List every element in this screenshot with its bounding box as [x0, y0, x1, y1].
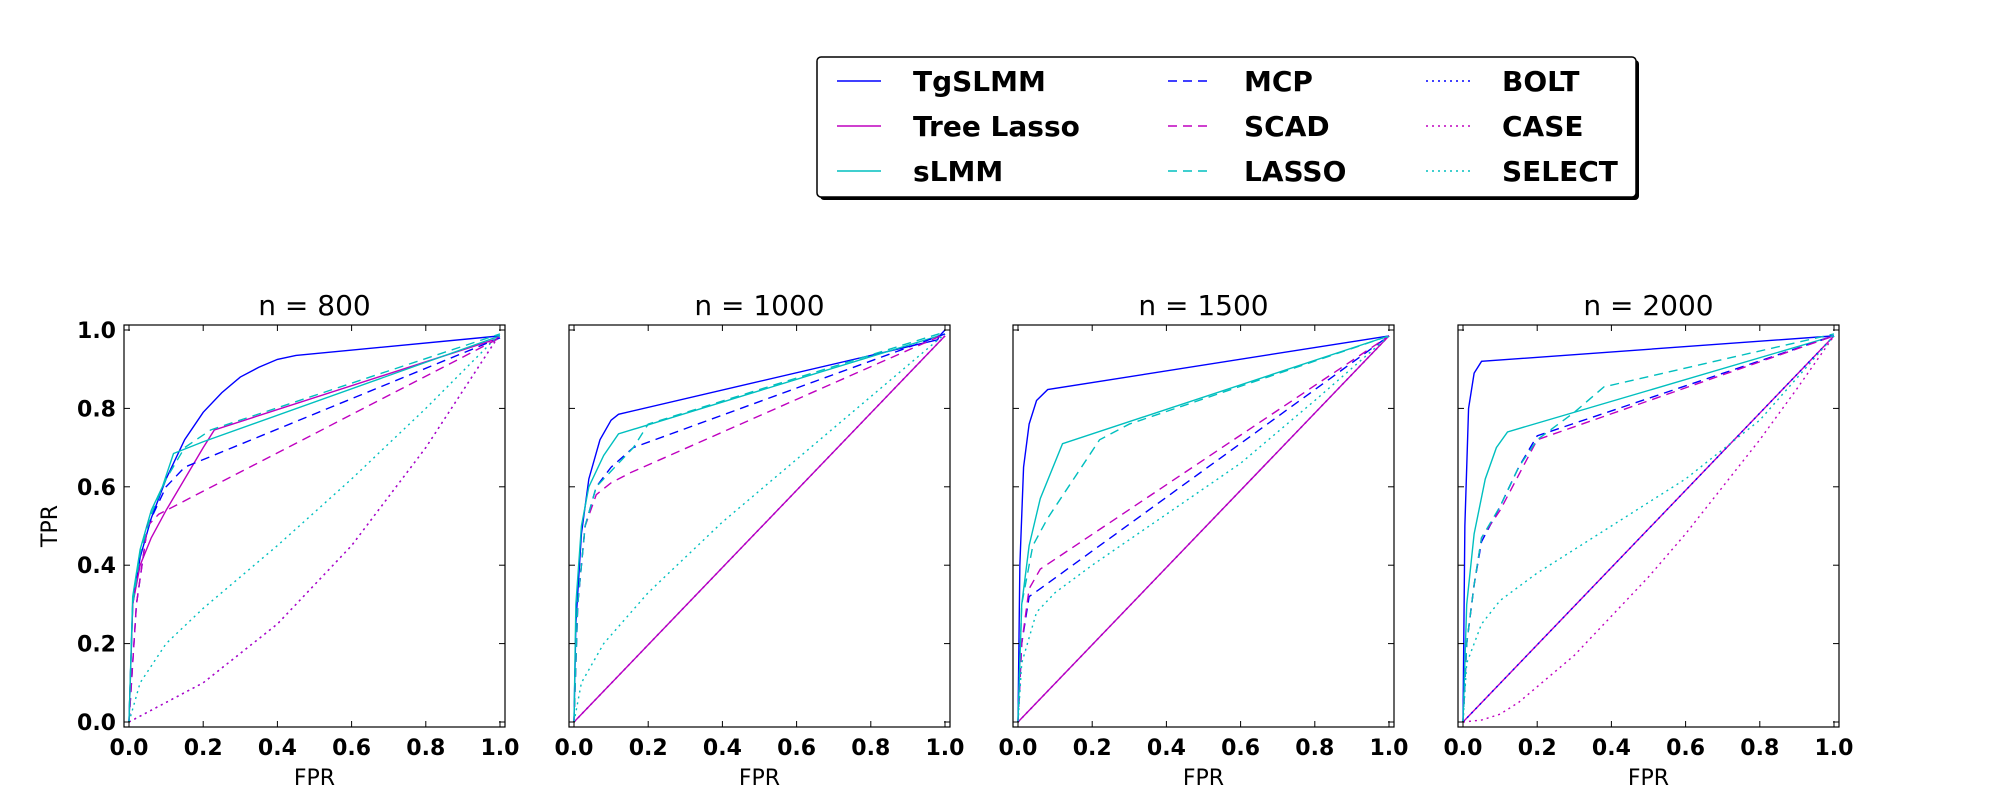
series-group	[1017, 335, 1390, 723]
x-tick-label: 0.8	[406, 736, 445, 761]
y-tick-label: 0.4	[77, 554, 116, 579]
series-line-bolt	[128, 333, 501, 723]
x-tick-label: 0.6	[1666, 736, 1705, 761]
legend-label: sLMM	[913, 155, 1003, 188]
series-group	[1462, 333, 1835, 723]
plot-frame	[1457, 324, 1840, 728]
series-line-select	[1462, 335, 1835, 723]
legend-entry-tree-lasso: Tree Lasso	[837, 110, 1080, 143]
x-tick-label: 0.8	[851, 736, 890, 761]
series-line-tgslmm	[1017, 335, 1390, 723]
series-line-slmm	[573, 333, 946, 723]
x-tick-label: 0.8	[1295, 736, 1334, 761]
y-tick-label: 0.6	[77, 476, 116, 501]
panels: n = 8000.00.00.20.20.40.40.60.60.80.81.0…	[38, 289, 1853, 791]
panel-n-2000: n = 2000 0.0 0.2 0.4 0.6 0.8 1.0 FPR	[1444, 289, 1854, 791]
series-line-case	[1462, 335, 1835, 723]
panel-title: n = 2000	[1583, 289, 1713, 322]
panel-title: n = 1000	[694, 289, 824, 322]
legend-entry-bolt: BOLT	[1426, 65, 1579, 98]
x-tick-label: 1.0	[1370, 736, 1409, 761]
x-axis-label: FPR	[739, 766, 780, 791]
x-tick-label: 0.8	[1740, 736, 1779, 761]
x-tick-label: 0.0	[110, 736, 149, 761]
series-line-lasso	[1017, 335, 1390, 723]
legend: TgSLMM Tree Lasso sLMM MCP SCAD LASSO BOLT CASE…	[816, 56, 1639, 200]
series-line-tree-lasso	[1462, 335, 1835, 723]
y-tick-label: 0.8	[77, 397, 116, 422]
series-group	[128, 333, 501, 723]
legend-frame	[816, 56, 1637, 198]
series-line-scad	[1017, 335, 1390, 723]
x-tick-label: 0.6	[777, 736, 816, 761]
x-axis-label: FPR	[1628, 766, 1669, 791]
y-tick-label: 0.2	[77, 633, 116, 658]
x-tick-label: 1.0	[926, 736, 965, 761]
series-line-tree-lasso	[128, 337, 501, 723]
x-axis-label: FPR	[294, 766, 335, 791]
plot-frame	[568, 324, 951, 728]
panel-title: n = 1500	[1138, 289, 1268, 322]
series-line-lasso	[128, 333, 501, 723]
x-tick-label: 0.4	[1147, 736, 1186, 761]
legend-label: CASE	[1502, 110, 1584, 143]
legend-label: MCP	[1244, 65, 1313, 98]
series-line-tree-lasso	[1017, 335, 1390, 723]
x-tick-label: 0.6	[332, 736, 371, 761]
legend-label: TgSLMM	[913, 65, 1046, 98]
plot-frame	[1012, 324, 1395, 728]
legend-label: Tree Lasso	[913, 110, 1080, 143]
x-tick-label: 0.4	[1592, 736, 1631, 761]
x-tick-label: 0.2	[1073, 736, 1112, 761]
legend-entry-scad: SCAD	[1168, 110, 1330, 143]
x-tick-label: 0.0	[999, 736, 1038, 761]
x-tick-label: 0.2	[629, 736, 668, 761]
panel-title: n = 800	[258, 289, 370, 322]
series-line-slmm	[128, 335, 501, 723]
series-line-slmm	[1017, 335, 1390, 723]
x-tick-label: 0.6	[1221, 736, 1260, 761]
legend-label: SCAD	[1244, 110, 1330, 143]
x-tick-label: 0.4	[258, 736, 297, 761]
series-line-scad	[1462, 335, 1835, 723]
legend-entry-case: CASE	[1426, 110, 1584, 143]
series-line-tgslmm	[573, 329, 946, 723]
x-tick-label: 0.2	[184, 736, 223, 761]
legend-entry-mcp: MCP	[1168, 65, 1313, 98]
legend-entry-select: SELECT	[1426, 155, 1618, 188]
y-tick-label: 0.0	[77, 711, 116, 736]
legend-label: LASSO	[1244, 155, 1346, 188]
x-axis-label: FPR	[1183, 766, 1224, 791]
y-axis-label: TPR	[38, 505, 63, 548]
legend-entry-slmm: sLMM	[837, 155, 1003, 188]
panel-n-1000: n = 1000 0.0 0.2 0.4 0.6 0.8 1.0 FPR	[555, 289, 965, 791]
series-line-tgslmm	[1462, 335, 1835, 723]
series-group	[573, 329, 946, 723]
panel-n-800: n = 800 0.00.0 0.2 0.2 0.4 0.4 0.6 0.6 0.8 0.8 1.0…	[38, 289, 519, 791]
panel-n-1500: n = 1500 0.0 0.2 0.4 0.6 0.8 1.0 FPR	[999, 289, 1409, 791]
series-line-slmm	[1462, 335, 1835, 723]
series-line-select	[573, 333, 946, 723]
plot-frame	[123, 324, 506, 728]
series-line-scad	[573, 333, 946, 723]
series-line-select	[128, 333, 501, 723]
legend-label: BOLT	[1502, 65, 1579, 98]
legend-entry-tgslmm: TgSLMM	[837, 65, 1046, 98]
x-tick-label: 0.0	[1444, 736, 1483, 761]
series-line-tgslmm	[128, 335, 501, 723]
x-tick-label: 1.0	[481, 736, 520, 761]
legend-entry-lasso: LASSO	[1168, 155, 1346, 188]
series-line-lasso	[1462, 333, 1835, 723]
x-tick-label: 0.4	[703, 736, 742, 761]
legend-label: SELECT	[1502, 155, 1618, 188]
series-line-lasso	[573, 331, 946, 723]
series-line-tree-lasso	[573, 335, 946, 723]
x-tick-label: 0.0	[555, 736, 594, 761]
series-line-case	[128, 333, 501, 723]
x-tick-label: 1.0	[1815, 736, 1854, 761]
x-tick-label: 0.2	[1518, 736, 1557, 761]
y-tick-label: 1.0	[77, 319, 116, 344]
